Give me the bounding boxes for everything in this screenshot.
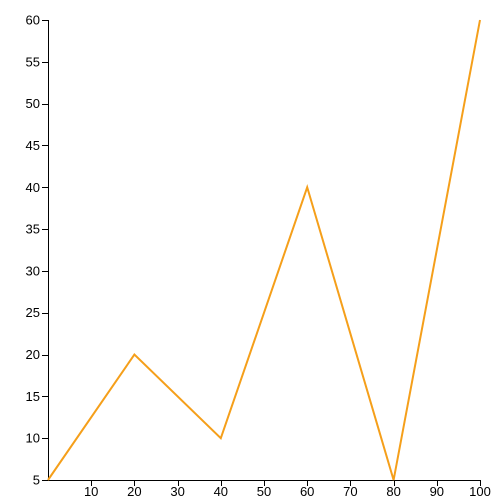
y-tick-label: 35 (26, 222, 40, 237)
y-tick-label: 40 (26, 180, 40, 195)
y-tick-label: 55 (26, 54, 40, 69)
x-tick-label: 60 (300, 484, 314, 499)
y-tick-label: 20 (26, 347, 40, 362)
x-tick-label: 100 (469, 484, 491, 499)
y-tick-label: 15 (26, 389, 40, 404)
y-tick-label: 10 (26, 431, 40, 446)
x-tick-label: 30 (170, 484, 184, 499)
x-tick-label: 90 (430, 484, 444, 499)
y-tick-label: 5 (33, 473, 40, 488)
y-tick-label: 50 (26, 96, 40, 111)
y-tick-label: 45 (26, 138, 40, 153)
x-tick-label: 80 (386, 484, 400, 499)
y-tick-label: 25 (26, 305, 40, 320)
x-tick-label: 50 (257, 484, 271, 499)
x-tick-label: 70 (343, 484, 357, 499)
plot-series (47, 19, 481, 481)
y-axis: 5 10 15 20 25 30 35 40 45 50 55 60 (26, 13, 49, 488)
x-tick-label: 20 (127, 484, 141, 499)
series-line (47, 19, 481, 481)
x-axis: 10 20 30 40 50 60 70 80 90 100 (48, 480, 491, 499)
y-tick-label: 60 (26, 13, 40, 28)
x-tick-label: 10 (84, 484, 98, 499)
y-tick-label: 30 (26, 263, 40, 278)
x-tick-label: 40 (214, 484, 228, 499)
